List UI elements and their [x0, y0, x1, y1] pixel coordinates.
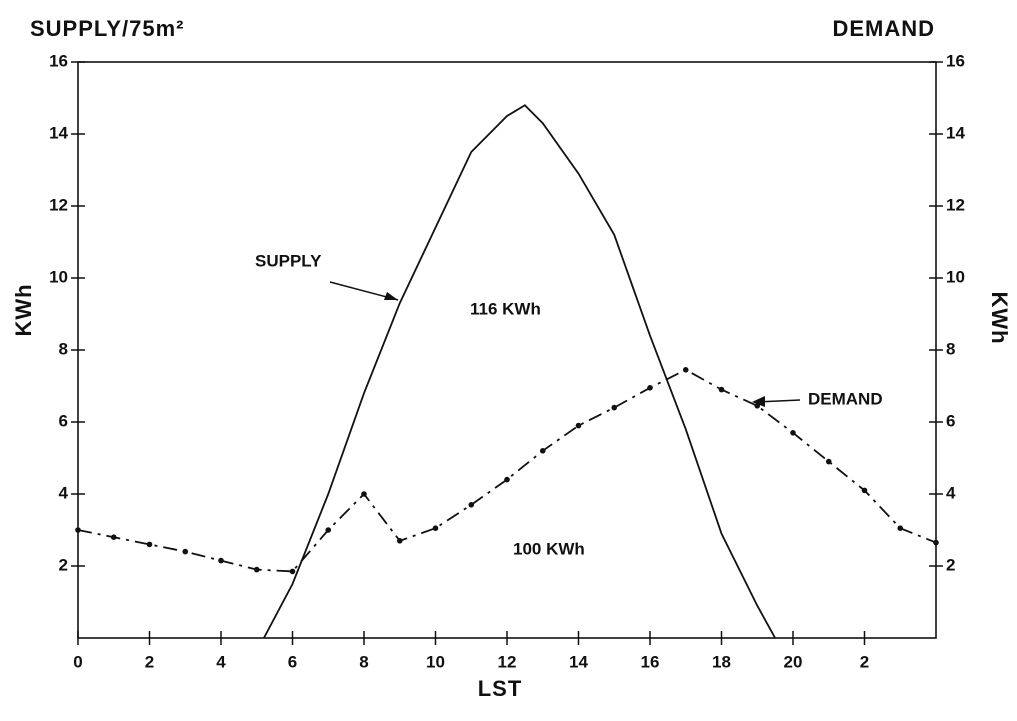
y2-tick-label: 4: [946, 483, 956, 502]
x-tick-label: 16: [641, 652, 660, 671]
data-point: [933, 539, 939, 546]
data-point: [218, 557, 224, 564]
data-point: [110, 534, 117, 540]
y2-tick-label: 6: [946, 411, 955, 430]
data-point: [468, 502, 475, 508]
y-tick-label: 6: [59, 411, 68, 430]
x-tick-label: 2: [860, 652, 869, 671]
right-title: DEMAND: [832, 16, 935, 41]
data-point: [325, 527, 332, 533]
x-tick-label: 14: [569, 652, 588, 671]
data-point: [504, 476, 510, 483]
data-point: [611, 404, 618, 411]
y2-tick-label: 14: [946, 123, 965, 142]
data-point: [825, 458, 832, 465]
x-axis-label: LST: [478, 676, 523, 701]
y-tick-label: 2: [59, 555, 68, 574]
series-line: [263, 104, 776, 639]
x-tick-label: 0: [73, 652, 82, 671]
y2-axis-label: KWh: [987, 291, 1012, 344]
data-point: [754, 403, 761, 409]
y-tick-label: 12: [49, 195, 68, 214]
data-point: [897, 525, 904, 531]
series-label: DEMAND: [808, 389, 883, 408]
series-label: SUPPLY: [255, 251, 322, 270]
y-tick-label: 4: [59, 483, 69, 502]
data-point: [289, 568, 296, 575]
y-tick-label: 14: [49, 123, 68, 142]
data-point: [253, 566, 260, 573]
y2-tick-label: 10: [946, 267, 965, 286]
y2-tick-label: 2: [946, 555, 955, 574]
x-tick-label: 10: [426, 652, 445, 671]
y2-tick-label: 8: [946, 339, 955, 358]
data-point: [146, 541, 153, 548]
arrow-head: [384, 292, 398, 300]
x-tick-label: 4: [216, 652, 226, 671]
x-tick-label: 6: [288, 652, 297, 671]
y-axis-label: KWh: [11, 283, 36, 336]
data-point: [575, 422, 582, 429]
data-point: [861, 487, 868, 494]
data-point: [361, 491, 367, 497]
annotation: 100 KWh: [513, 539, 585, 558]
x-tick-label: 18: [712, 652, 731, 671]
y-tick-label: 8: [59, 339, 68, 358]
data-point: [647, 385, 653, 391]
data-point: [432, 525, 439, 531]
y-tick-label: 16: [49, 51, 68, 70]
y2-tick-label: 12: [946, 195, 965, 214]
x-tick-label: 8: [359, 652, 368, 671]
y-tick-label: 10: [49, 267, 68, 286]
data-point: [182, 548, 189, 555]
arrow-head: [752, 396, 765, 407]
data-point: [682, 367, 689, 373]
chart-title: SUPPLY/75m²: [30, 16, 184, 41]
data-point: [539, 448, 546, 454]
annotation: 116 KWh: [470, 299, 541, 318]
x-tick-label: 2: [145, 652, 154, 671]
data-point: [396, 538, 403, 544]
data-point: [790, 430, 796, 436]
plot-frame: [77, 61, 937, 639]
data-point: [75, 527, 81, 533]
x-tick-label: 20: [784, 652, 803, 671]
x-tick-label: 12: [498, 652, 517, 671]
y2-tick-label: 16: [946, 51, 965, 70]
data-point: [718, 386, 725, 393]
